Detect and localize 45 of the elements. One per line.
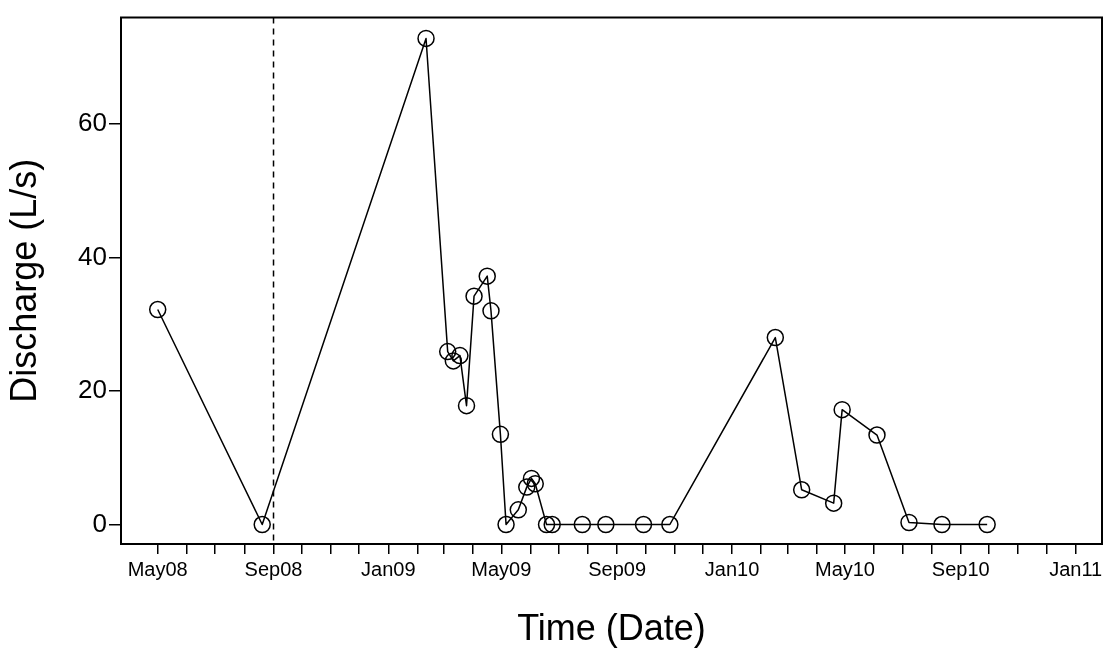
point	[833, 400, 851, 419]
y-axis-title: Discharge (L/s)	[2, 158, 44, 403]
point	[482, 302, 500, 320]
point	[824, 494, 843, 512]
point	[597, 515, 615, 534]
x-tick-label: Jan11	[1049, 557, 1103, 580]
x-tick-label: Sep10	[931, 557, 990, 580]
point	[253, 515, 271, 534]
point	[900, 513, 918, 532]
point	[491, 425, 510, 444]
point	[792, 481, 811, 499]
x-tick-label: May08	[127, 557, 188, 580]
x-tick-label: May09	[471, 557, 532, 580]
point	[978, 515, 996, 534]
point	[933, 515, 951, 534]
y-tick-label: 40	[78, 240, 107, 271]
point	[497, 515, 515, 534]
y-tick-label: 0	[92, 507, 107, 538]
y-tick-label: 20	[78, 374, 107, 405]
point	[661, 515, 679, 534]
point	[634, 515, 653, 534]
point	[478, 267, 496, 285]
y-tick-label: 60	[78, 107, 107, 138]
x-tick-label: Jan09	[361, 557, 416, 580]
x-axis-title: Time (Date)	[517, 607, 706, 649]
point	[573, 515, 592, 534]
point	[518, 478, 536, 496]
point	[148, 300, 167, 319]
point	[457, 396, 476, 415]
point	[509, 501, 528, 519]
point	[543, 515, 561, 534]
point	[417, 29, 435, 48]
x-tick-label: Sep08	[244, 557, 303, 580]
point	[465, 287, 483, 305]
point	[522, 469, 541, 488]
point	[526, 475, 544, 493]
x-tick-label: Sep09	[588, 557, 647, 580]
point	[451, 346, 469, 365]
x-tick-label: Jan10	[704, 557, 760, 580]
point	[438, 342, 457, 361]
point	[537, 515, 556, 534]
point	[444, 352, 463, 370]
point	[766, 328, 785, 347]
x-tick-label: May10	[814, 557, 875, 580]
point	[868, 426, 886, 444]
